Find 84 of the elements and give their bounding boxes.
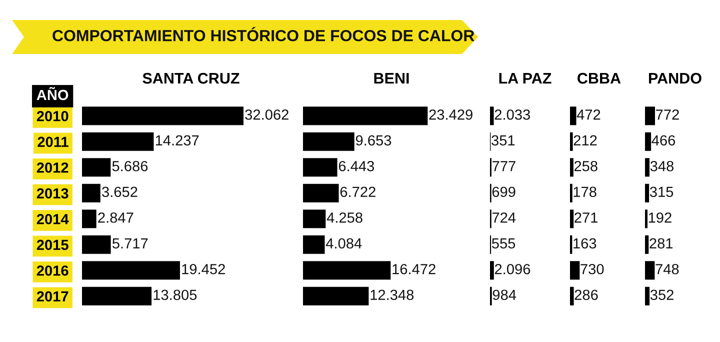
data-label: 2.033 (494, 109, 530, 120)
chart-title: BENI (374, 73, 409, 84)
data-label: 555 (492, 238, 516, 249)
chart-title: CBBA (578, 72, 621, 84)
bar (645, 106, 655, 126)
bar (645, 158, 650, 177)
data-label: 16.472 (392, 264, 436, 274)
bar (570, 210, 574, 228)
bar (303, 286, 369, 306)
y-tick-label: 2015 (36, 240, 68, 250)
text: LA PAZ (499, 73, 552, 84)
data-label: 6.722 (340, 186, 376, 198)
data-label: 13.805 (154, 290, 197, 300)
bar (645, 184, 650, 202)
data-label: 352 (650, 290, 674, 300)
bar (303, 261, 391, 280)
y-tick-label: 2014 (36, 214, 69, 224)
data-label: 4.084 (326, 238, 362, 249)
bar (303, 184, 339, 202)
data-label: 984 (492, 290, 516, 300)
bar (645, 235, 649, 254)
bar (303, 235, 325, 254)
bar (303, 106, 428, 126)
bar (570, 132, 573, 151)
data-label: 748 (656, 264, 679, 274)
y-tick-label: 2012 (36, 162, 68, 173)
data-label: 163 (574, 238, 596, 249)
data-label: 192 (648, 212, 672, 223)
data-label: 2.847 (98, 212, 134, 223)
bar (82, 286, 152, 306)
y-tick-label: 2013 (36, 188, 68, 199)
data-label: 348 (650, 160, 674, 172)
text: COMPORTAMIENTO HISTÓRICO DE FOCOS DE CALOR (52, 26, 474, 42)
data-label: 724 (492, 212, 516, 223)
bar (570, 286, 574, 306)
data-label: 14.237 (156, 135, 199, 146)
data-label: 5.717 (112, 238, 148, 249)
bar (82, 210, 96, 228)
chart-title: PANDO (649, 72, 702, 84)
data-label: 472 (576, 109, 600, 120)
bar (645, 132, 652, 151)
bar (303, 158, 338, 177)
data-label: 19.452 (182, 264, 225, 274)
bar (645, 286, 650, 306)
bar (82, 132, 154, 151)
data-label: 730 (580, 264, 604, 274)
chart-title: SANTA CRUZ (142, 72, 240, 84)
bar (82, 158, 111, 177)
y-tick-label: 2017 (36, 291, 68, 302)
data-label: 466 (652, 135, 676, 146)
data-label: 271 (574, 212, 598, 223)
bar (570, 106, 576, 126)
data-label: 23.429 (429, 109, 472, 120)
data-label: 12.348 (370, 290, 414, 300)
data-label: 351 (492, 135, 515, 146)
data-label: 6.443 (338, 160, 374, 172)
y-tick-label: 2010 (36, 110, 68, 122)
bar (82, 235, 111, 254)
data-label: 32.062 (245, 109, 288, 120)
data-label: 5.686 (112, 160, 148, 172)
bar (570, 158, 574, 177)
y-tick-label: 2016 (36, 265, 68, 276)
data-label: 772 (656, 109, 679, 120)
data-label: 281 (650, 238, 673, 249)
bar (82, 106, 244, 126)
bar (303, 210, 326, 228)
data-label: 699 (492, 186, 516, 198)
bar (645, 261, 655, 280)
bar (303, 132, 354, 151)
data-label: 9.653 (356, 135, 392, 146)
y-axis-title: AÑO (36, 86, 68, 100)
data-label: 258 (574, 160, 598, 172)
data-label: 777 (492, 161, 516, 172)
data-label: 315 (650, 186, 674, 198)
data-label: 212 (574, 135, 597, 146)
data-label: 4.258 (326, 212, 362, 223)
y-tick-label: 2011 (38, 136, 68, 148)
bar (82, 261, 180, 280)
data-label: 2.096 (494, 264, 530, 274)
data-label: 286 (574, 290, 598, 300)
data-label: 3.652 (102, 186, 138, 198)
data-label: 178 (574, 186, 596, 198)
bar (82, 184, 100, 202)
bar (570, 261, 580, 280)
